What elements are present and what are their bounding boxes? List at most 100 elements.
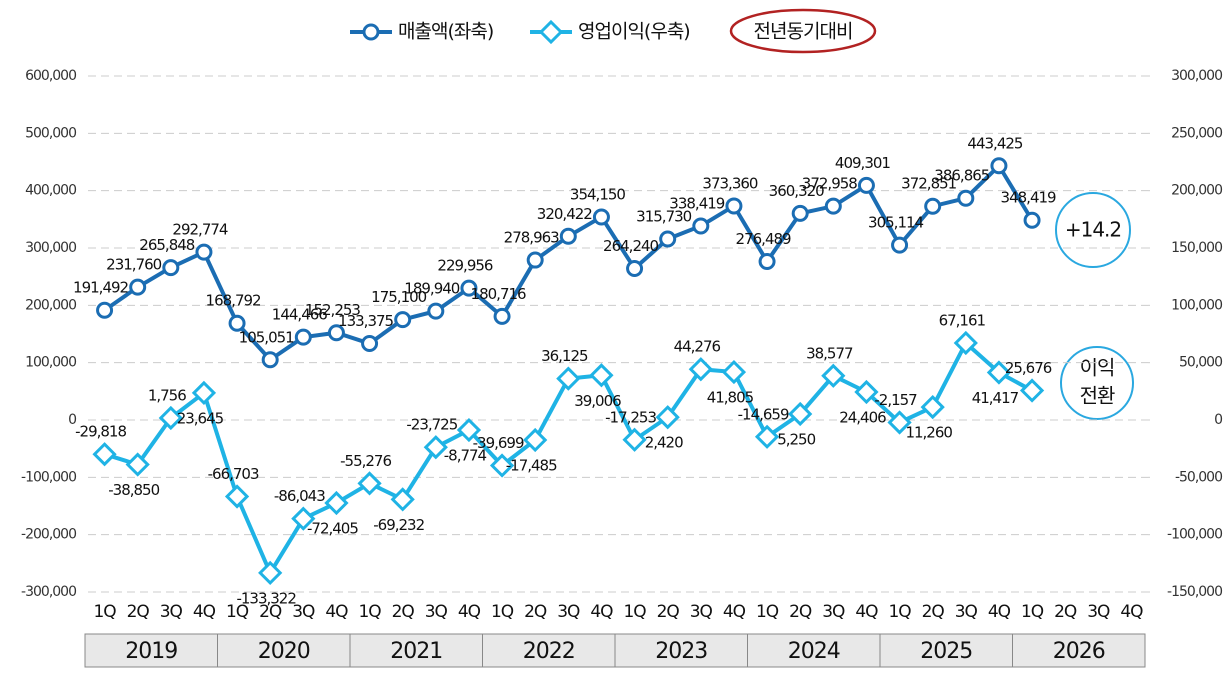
- y2-tick-label: -100,000: [1167, 527, 1222, 543]
- year-label: 2021: [390, 639, 442, 664]
- data-label: -72,405: [307, 520, 358, 538]
- point: [327, 324, 345, 342]
- x-tick-label: 4Q: [855, 602, 878, 622]
- point: [291, 506, 316, 531]
- y-tick-label: 600,000: [25, 68, 76, 84]
- x-tick-label: 3Q: [955, 602, 978, 622]
- data-label: 354,150: [570, 185, 625, 203]
- data-label: 168,792: [206, 292, 261, 310]
- point: [523, 427, 548, 453]
- y-tick-label: 0: [68, 412, 76, 428]
- x-tick-label: 1Q: [491, 602, 514, 622]
- x-tick-label: 2Q: [657, 602, 680, 622]
- x-tick-label: 3Q: [690, 602, 713, 622]
- data-label: 133,375: [338, 312, 393, 330]
- annotation-circle: [1055, 192, 1131, 268]
- data-label: 189,940: [404, 280, 459, 298]
- data-label: 25,676: [1005, 359, 1052, 377]
- legend-ellipse: [729, 8, 877, 54]
- x-tick-label: 2Q: [127, 602, 150, 622]
- point: [489, 453, 515, 478]
- year-label: 2020: [258, 639, 310, 664]
- point: [821, 363, 846, 388]
- x-tick-label: 3Q: [557, 602, 580, 622]
- point: [390, 487, 415, 512]
- point: [357, 471, 382, 496]
- year-box: [747, 633, 881, 668]
- x-tick-label: 4Q: [1120, 602, 1143, 622]
- y-tick-label: -200,000: [21, 527, 76, 543]
- data-label: 305,114: [868, 214, 923, 232]
- data-label: 1,756: [148, 386, 186, 404]
- year-box: [1012, 633, 1146, 668]
- data-label: 338,419: [669, 194, 724, 212]
- point: [423, 435, 448, 460]
- data-label: -55,276: [340, 452, 391, 470]
- x-tick-label: 4Q: [458, 602, 481, 622]
- data-label: 265,848: [139, 236, 194, 254]
- year-label: 2026: [1053, 639, 1105, 664]
- point: [692, 217, 710, 235]
- data-label: 278,963: [504, 229, 559, 247]
- annotation: 이익: [1080, 356, 1115, 380]
- legend-label: 영업이익(우축): [578, 21, 690, 43]
- point: [129, 278, 147, 296]
- data-label: 38,577: [806, 344, 853, 362]
- data-label: 386,865: [934, 167, 989, 185]
- point: [758, 252, 776, 270]
- data-label: -133,322: [236, 589, 296, 607]
- x-tick-label: 1Q: [888, 602, 911, 622]
- point: [854, 379, 879, 405]
- point: [589, 363, 614, 388]
- point: [1019, 378, 1045, 403]
- legend-label: 매출액(좌축): [398, 21, 493, 43]
- y2-tick-label: 150,000: [1171, 240, 1222, 256]
- point: [195, 243, 213, 261]
- point: [261, 351, 279, 369]
- data-label: -2,157: [874, 391, 917, 409]
- y-tick-label: -300,000: [21, 584, 76, 600]
- point: [887, 410, 912, 435]
- data-label: -38,850: [108, 481, 159, 499]
- annotation: 전환: [1080, 384, 1115, 408]
- point: [228, 314, 246, 332]
- x-tick-label: 2Q: [1054, 602, 1077, 622]
- point: [427, 302, 445, 320]
- data-label: 409,301: [835, 154, 890, 172]
- point: [824, 197, 842, 215]
- point: [791, 204, 809, 222]
- x-tick-label: 1Q: [93, 602, 116, 622]
- data-label: 360,320: [769, 182, 824, 200]
- data-label: -39,699: [473, 434, 524, 452]
- data-label: -17,253: [605, 408, 656, 426]
- point: [538, 19, 564, 45]
- data-label: 67,161: [939, 311, 986, 329]
- point: [1023, 211, 1041, 229]
- year-label: 2023: [655, 639, 707, 664]
- point: [394, 311, 412, 329]
- data-label: -17,485: [506, 457, 557, 475]
- x-tick-label: 3Q: [292, 602, 315, 622]
- y-tick-label: 200,000: [25, 297, 76, 313]
- point: [754, 424, 780, 449]
- point: [191, 380, 217, 406]
- point: [655, 405, 680, 430]
- point: [622, 427, 647, 452]
- x-tick-label: 4Q: [590, 602, 613, 622]
- data-label: 320,422: [537, 205, 592, 223]
- point: [924, 197, 942, 215]
- point: [526, 251, 544, 269]
- y-tick-label: -100,000: [21, 469, 76, 485]
- year-box: [84, 633, 218, 668]
- data-label: -86,043: [274, 487, 325, 505]
- point: [258, 560, 283, 585]
- point: [362, 23, 380, 41]
- point: [788, 401, 813, 427]
- x-tick-label: 2Q: [922, 602, 945, 622]
- point: [725, 197, 743, 215]
- x-tick-label: 3Q: [1087, 602, 1110, 622]
- point: [891, 236, 909, 254]
- x-tick-label: 3Q: [822, 602, 845, 622]
- data-label: 264,240: [603, 237, 658, 255]
- data-label: 11,260: [905, 424, 952, 442]
